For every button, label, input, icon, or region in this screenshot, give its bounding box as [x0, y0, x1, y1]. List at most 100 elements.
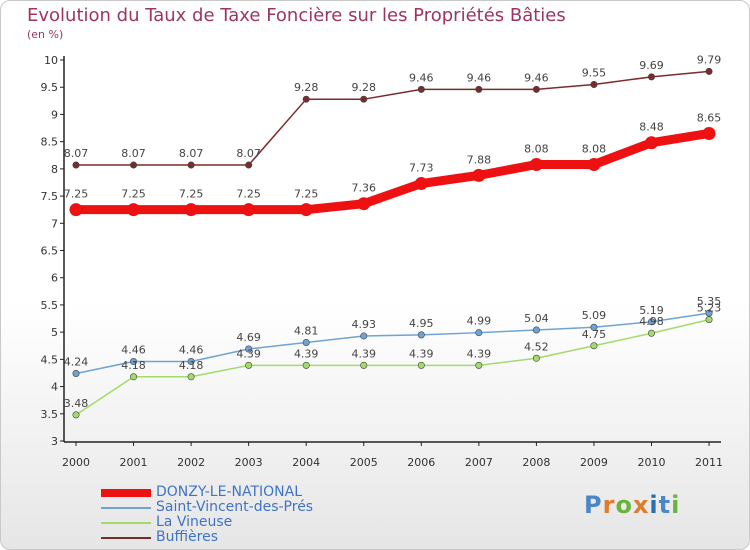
data-label: 8.65: [697, 111, 722, 124]
y-tick-label: 8: [51, 163, 58, 176]
data-point: [360, 361, 368, 369]
data-point: [69, 203, 83, 217]
data-label: 7.73: [409, 162, 434, 175]
x-tick-label: 2004: [292, 456, 320, 469]
data-label: 8.07: [64, 147, 89, 160]
data-point: [702, 126, 716, 140]
data-label: 4.24: [64, 356, 89, 369]
data-label: 4.81: [294, 324, 319, 337]
data-point: [360, 332, 368, 340]
data-point: [417, 361, 425, 369]
data-label: 8.07: [236, 147, 261, 160]
data-point: [357, 197, 371, 211]
data-label: 4.95: [409, 317, 434, 330]
data-label: 7.25: [64, 188, 89, 201]
data-point: [587, 158, 601, 172]
data-point: [705, 67, 713, 75]
data-point: [302, 338, 310, 346]
y-tick-label: 3.5: [41, 408, 59, 421]
data-point: [472, 168, 486, 182]
data-label: 4.99: [467, 315, 492, 328]
y-tick-label: 9: [51, 108, 58, 121]
data-point: [647, 318, 655, 326]
data-point: [475, 85, 483, 93]
series-line: [75, 318, 710, 416]
data-label: 5.19: [639, 304, 664, 317]
y-tick-label: 5: [51, 326, 58, 339]
data-point: [184, 203, 198, 217]
legend-label: La Vineuse: [156, 514, 233, 530]
x-tick-label: 2003: [235, 456, 263, 469]
data-point: [127, 203, 141, 217]
data-point: [475, 329, 483, 337]
y-tick-label: 6: [51, 272, 58, 285]
logo-letter: r: [602, 491, 616, 519]
data-point: [532, 85, 540, 93]
data-label: 4.18: [121, 359, 146, 372]
x-tick-label: 2011: [695, 456, 723, 469]
data-point: [130, 373, 138, 381]
data-label: 8.07: [121, 147, 146, 160]
data-label: 8.08: [582, 143, 607, 156]
x-tick-label: 2008: [522, 456, 550, 469]
data-point: [187, 358, 195, 366]
y-tick-label: 3: [51, 435, 58, 448]
legend: DONZY-LE-NATIONAL Saint-Vincent-des-Prés L…: [101, 484, 401, 545]
data-point: [72, 411, 80, 419]
legend-item: La Vineuse: [101, 514, 401, 530]
data-point: [414, 177, 428, 191]
data-label: 7.25: [179, 188, 204, 201]
data-label: 4.75: [582, 328, 607, 341]
series-line: [75, 70, 710, 166]
data-point: [245, 161, 253, 169]
proxiti-logo: Proxiti: [584, 491, 680, 519]
data-label: 9.69: [639, 59, 664, 72]
data-point: [130, 161, 138, 169]
data-point: [302, 95, 310, 103]
data-label: 5.35: [697, 295, 722, 308]
data-label: 7.25: [121, 188, 146, 201]
data-label: 4.39: [352, 347, 377, 360]
data-label: 9.46: [467, 71, 492, 84]
data-point: [647, 329, 655, 337]
data-point: [130, 358, 138, 366]
logo-letter: P: [584, 491, 603, 519]
data-label: 5.09: [582, 309, 607, 322]
data-label: 4.39: [409, 347, 434, 360]
data-point: [647, 73, 655, 81]
legend-label: Saint-Vincent-des-Prés: [156, 499, 314, 515]
logo-letter: x: [632, 491, 650, 519]
chart-title: Evolution du Taux de Taxe Foncière sur l…: [27, 5, 566, 26]
data-point: [187, 373, 195, 381]
data-label: 9.79: [697, 53, 722, 66]
data-label: 7.36: [352, 182, 377, 195]
data-point: [299, 203, 313, 217]
data-label: 4.39: [294, 347, 319, 360]
data-label: 9.46: [409, 71, 434, 84]
legend-item: DONZY-LE-NATIONAL: [101, 484, 401, 500]
legend-label: DONZY-LE-NATIONAL: [156, 484, 303, 500]
data-point: [302, 361, 310, 369]
data-label: 3.48: [64, 397, 89, 410]
data-label: 8.08: [524, 143, 549, 156]
legend-label: Buffières: [156, 529, 218, 545]
x-tick-label: 2000: [62, 456, 90, 469]
y-tick-label: 10: [44, 54, 58, 67]
legend-swatch: [101, 507, 151, 509]
data-label: 5.04: [524, 312, 549, 325]
data-point: [590, 323, 598, 331]
data-label: 9.55: [582, 66, 607, 79]
x-tick-label: 2005: [350, 456, 378, 469]
data-point: [242, 203, 256, 217]
x-tick-label: 2009: [580, 456, 608, 469]
y-tick-label: 5.5: [41, 299, 59, 312]
data-point: [532, 354, 540, 362]
data-label: 4.52: [524, 340, 549, 353]
y-tick-label: 9.5: [41, 81, 59, 94]
data-label: 4.39: [236, 347, 261, 360]
data-label: 4.98: [639, 315, 664, 328]
data-point: [532, 326, 540, 334]
data-label: 9.28: [352, 81, 377, 94]
logo-letter: i: [671, 491, 681, 519]
